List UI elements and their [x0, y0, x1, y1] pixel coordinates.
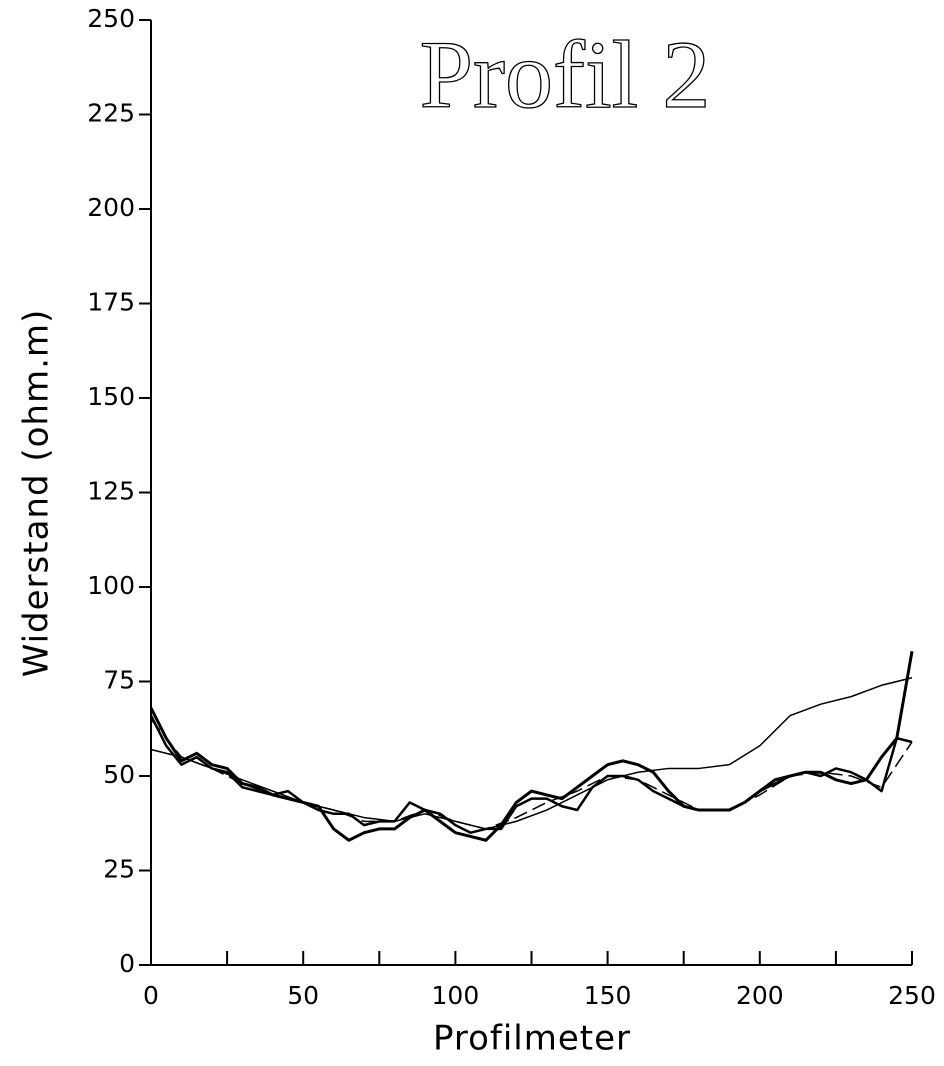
line-series: [150, 676, 913, 830]
x-tick-label: 250: [888, 981, 936, 1010]
x-tick-label: 0: [143, 981, 159, 1010]
y-tick-label: 250: [87, 4, 135, 33]
x-axis-title: Profilmeter: [433, 1019, 631, 1059]
y-tick-label: 150: [87, 382, 135, 411]
y-tick-label: 125: [87, 477, 135, 506]
line-series: [149, 651, 914, 842]
y-tick-label: 175: [87, 288, 135, 317]
y-tick-label: 25: [103, 855, 135, 884]
y-tick-label: 0: [119, 949, 135, 978]
y-tick-label: 200: [87, 193, 135, 222]
x-tick-label: 100: [432, 981, 480, 1010]
x-tick-label: 200: [736, 981, 784, 1010]
x-tick-label: 50: [287, 981, 319, 1010]
y-axis-title: Widerstand (ohm.m): [17, 309, 57, 678]
y-tick-label: 75: [103, 666, 135, 695]
y-tick-label: 100: [87, 571, 135, 600]
chart-title: Profil 2: [420, 21, 711, 128]
y-tick-label: 50: [103, 760, 135, 789]
x-tick-label: 150: [584, 981, 632, 1010]
y-tick-label: 225: [87, 99, 135, 128]
